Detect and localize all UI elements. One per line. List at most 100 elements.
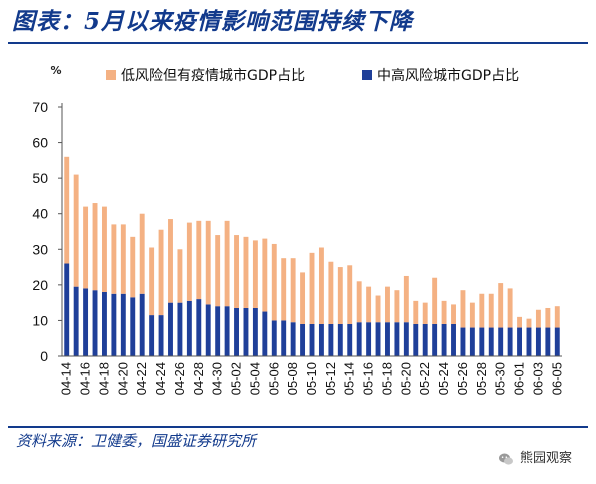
bar-mid-high-risk (375, 322, 381, 356)
bar-mid-high-risk (488, 327, 494, 356)
bar-low-risk (356, 281, 362, 323)
y-tick-label: 50 (32, 170, 48, 186)
bar-mid-high-risk (318, 323, 324, 356)
bar-low-risk (234, 235, 239, 308)
bar-low-risk (224, 220, 230, 307)
bar-low-risk (92, 203, 98, 291)
bar-low-risk (413, 300, 419, 324)
x-tick-label: 06-03 (530, 362, 545, 395)
bar-mid-high-risk (309, 323, 315, 356)
bar-low-risk (535, 309, 541, 328)
bar-low-risk (394, 290, 400, 323)
bar-low-risk (281, 258, 287, 321)
bar-mid-high-risk (356, 322, 362, 356)
bar-low-risk (403, 275, 409, 323)
watermark-text: 熊园观察 (520, 451, 573, 466)
x-tick-label: 05-16 (361, 362, 376, 395)
x-tick-label: 04-30 (210, 362, 225, 395)
bar-mid-high-risk (300, 323, 306, 356)
bar-mid-high-risk (526, 327, 532, 356)
bar-low-risk (196, 220, 202, 300)
bar-mid-high-risk (413, 323, 419, 356)
bar-mid-high-risk (394, 322, 400, 356)
bar-low-risk (318, 247, 324, 324)
bar-low-risk (347, 265, 353, 324)
x-tick-label: 04-22 (134, 362, 149, 395)
legend-swatch-low-risk (106, 70, 116, 80)
chart-title: 图表：5月以来疫情影响范围持续下降 (12, 8, 414, 35)
bar-low-risk (158, 229, 164, 316)
bar-mid-high-risk (262, 311, 268, 356)
bar-low-risk (73, 174, 79, 287)
bar-mid-high-risk (451, 323, 456, 356)
bar-mid-high-risk (205, 304, 211, 356)
bar-low-risk (309, 252, 315, 324)
bar-low-risk (120, 224, 126, 294)
bar-mid-high-risk (441, 323, 447, 356)
bar-mid-high-risk (130, 297, 136, 356)
bar-low-risk (479, 293, 485, 328)
bar-mid-high-risk (422, 323, 428, 356)
bar-low-risk (328, 261, 334, 324)
bar-mid-high-risk (535, 327, 541, 356)
bar-mid-high-risk (385, 322, 390, 356)
bar-low-risk (83, 206, 89, 289)
bar-mid-high-risk (111, 293, 117, 356)
y-tick-label: 60 (32, 135, 48, 151)
bar-mid-high-risk (215, 306, 221, 356)
bar-low-risk (290, 258, 296, 323)
bar-mid-high-risk (347, 323, 353, 356)
bar-low-risk (139, 213, 145, 294)
x-tick-label: 05-04 (247, 362, 262, 395)
bar-mid-high-risk (243, 307, 249, 356)
bar-low-risk (441, 300, 447, 324)
bar-low-risk (102, 206, 107, 292)
title-divider (8, 42, 588, 44)
x-tick-label: 05-24 (436, 362, 451, 395)
bar-low-risk (460, 290, 466, 328)
bar-mid-high-risk (328, 323, 334, 356)
bar-mid-high-risk (545, 327, 551, 356)
bar-mid-high-risk (271, 320, 277, 356)
legend-label-low-risk: 低风险但有疫情城市GDP占比 (121, 67, 305, 84)
bar-mid-high-risk (186, 300, 192, 356)
bar-low-risk (149, 247, 155, 316)
y-tick-label: 40 (32, 206, 48, 222)
bar-mid-high-risk (507, 327, 513, 356)
bar-low-risk (554, 306, 560, 328)
bar-mid-high-risk (196, 299, 202, 356)
bar-mid-high-risk (234, 307, 239, 356)
bar-low-risk (300, 272, 306, 324)
bar-mid-high-risk (120, 293, 126, 356)
bar-mid-high-risk (460, 327, 466, 356)
bar-low-risk (366, 286, 372, 323)
bar-low-risk (111, 224, 117, 294)
bar-mid-high-risk (479, 327, 485, 356)
bar-low-risk (168, 219, 173, 303)
x-tick-label: 05-14 (342, 362, 357, 395)
bar-low-risk (243, 236, 249, 308)
x-tick-label: 06-05 (549, 362, 564, 395)
bar-low-risk (130, 236, 136, 298)
x-tick-label: 04-26 (172, 362, 187, 395)
bar-mid-high-risk (281, 320, 287, 356)
x-tick-label: 05-12 (323, 362, 338, 395)
stacked-bar-chart: % 0 10 20 30 40 50 60 70 04-14 04-16 04-18 04-20 04-2… (32, 64, 564, 395)
bar-mid-high-risk (224, 306, 230, 356)
bar-low-risk (215, 235, 221, 307)
bar-mid-high-risk (149, 315, 155, 356)
bar-mid-high-risk (498, 327, 504, 356)
x-tick-label: 05-06 (266, 362, 281, 395)
x-tick-label: 05-10 (304, 362, 319, 395)
bar-mid-high-risk (290, 322, 296, 356)
source-note: 资料来源：卫健委，国盛证券研究所 (16, 432, 257, 450)
bar-mid-high-risk (73, 286, 79, 356)
x-tick-label: 05-30 (493, 362, 508, 395)
legend-label-mid-high-risk: 中高风险城市GDP占比 (377, 67, 519, 84)
bar-mid-high-risk (158, 315, 164, 356)
legend-swatch-mid-high-risk (362, 70, 372, 80)
x-tick-label: 05-22 (417, 362, 432, 395)
bar-mid-high-risk (337, 323, 343, 356)
x-tick-label: 06-01 (512, 362, 527, 395)
y-axis-unit-label: % (50, 64, 61, 77)
